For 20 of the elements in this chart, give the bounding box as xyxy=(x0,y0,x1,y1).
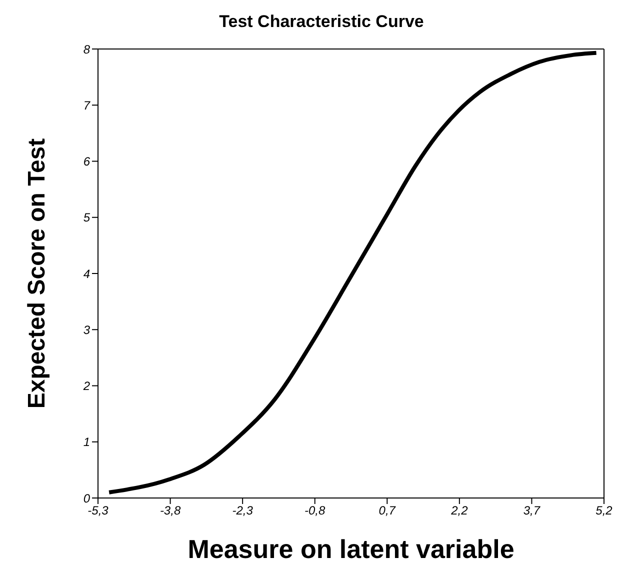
x-tick-label: 2,2 xyxy=(450,504,468,518)
x-tick-label: 3,7 xyxy=(523,504,542,518)
y-tick-label: 2 xyxy=(82,379,90,394)
x-tick-label: 0,7 xyxy=(378,504,397,518)
x-tick-label: -0,8 xyxy=(304,504,326,518)
y-tick-label: 1 xyxy=(83,435,90,450)
x-axis-title: Measure on latent variable xyxy=(188,534,514,564)
x-tick-label: -2,3 xyxy=(232,504,254,518)
chart-title: Test Characteristic Curve xyxy=(218,11,425,33)
y-tick-label: 0 xyxy=(83,491,90,506)
x-tick-label: -5,3 xyxy=(88,504,109,518)
y-tick-label: 8 xyxy=(83,42,90,56)
y-tick-label: 6 xyxy=(83,154,90,169)
x-tick-label: -3,8 xyxy=(160,504,181,518)
y-tick-label: 4 xyxy=(83,266,90,281)
y-tick-label: 5 xyxy=(83,210,90,225)
x-tick-label: 5,2 xyxy=(596,504,613,518)
y-axis-title: Expected Score on Test xyxy=(24,138,51,409)
y-tick-label: 3 xyxy=(83,322,90,337)
y-tick-label: 7 xyxy=(83,98,92,112)
